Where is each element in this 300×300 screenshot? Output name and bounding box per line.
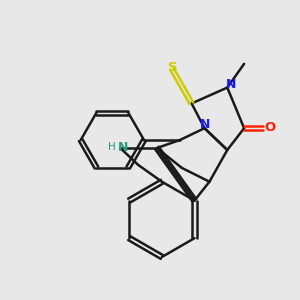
Text: S: S xyxy=(168,61,178,74)
Text: N: N xyxy=(118,140,128,154)
Text: N: N xyxy=(200,118,211,131)
Text: N: N xyxy=(226,78,236,91)
Text: H: H xyxy=(109,142,116,152)
Text: O: O xyxy=(264,121,275,134)
